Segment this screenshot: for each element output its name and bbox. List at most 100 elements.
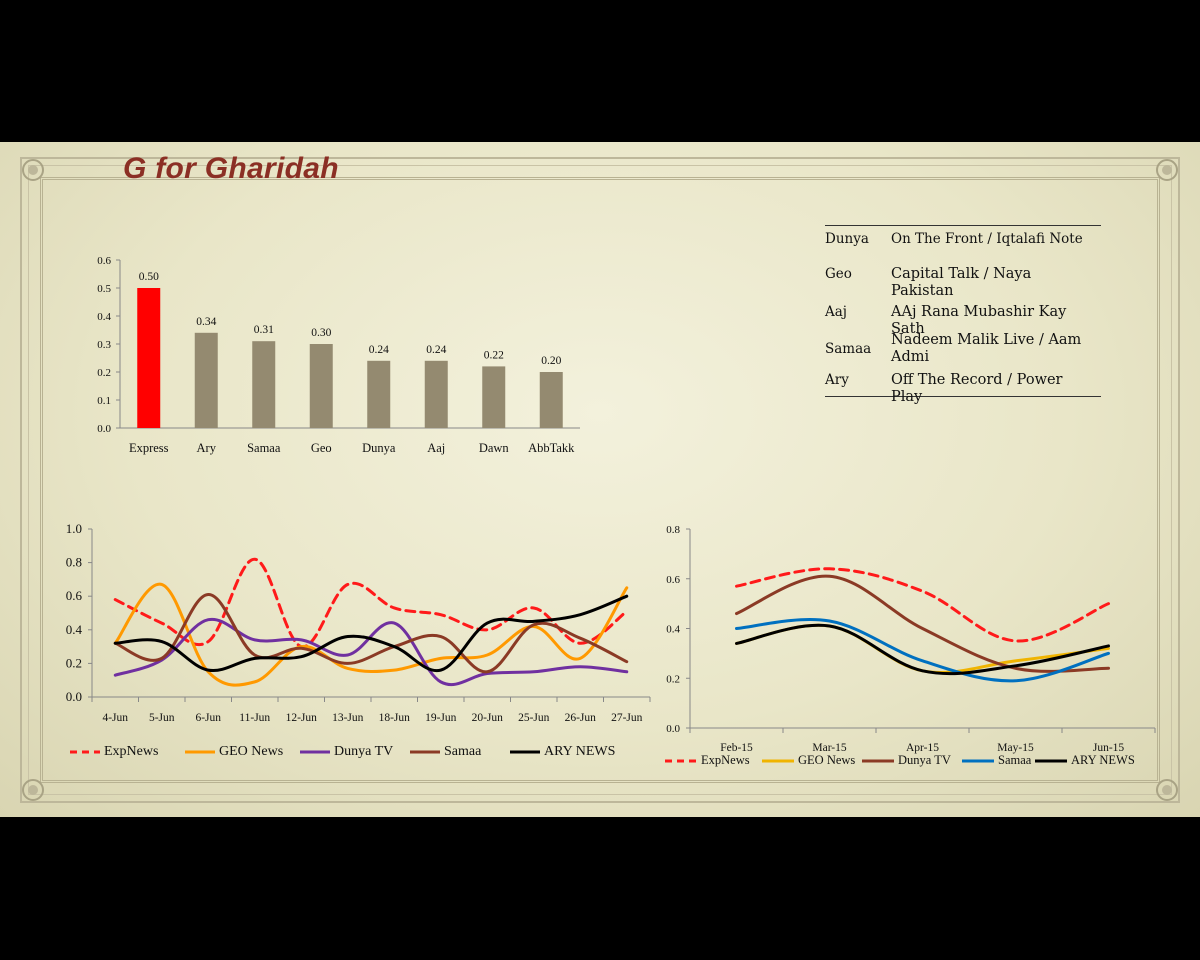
bar-value-label: 0.20 — [541, 355, 561, 367]
program-channel: Geo — [825, 266, 852, 282]
corner-ornament-bottom-right — [1156, 779, 1178, 801]
series-line-samaa — [735, 618, 1110, 683]
line-chart-y-tick-label: 0.8 — [66, 555, 82, 570]
legend-item-expnews: ExpNews — [665, 753, 750, 768]
bar-category-label: Dawn — [479, 441, 510, 455]
bar-category-label: Dunya — [362, 441, 396, 455]
line-chart-y-tick-label: 0.2 — [66, 655, 82, 670]
bar-y-tick-label: 0.0 — [97, 423, 111, 435]
bar-value-label: 0.24 — [426, 344, 446, 356]
bar-category-label: Geo — [311, 441, 332, 455]
legend-swatch — [185, 750, 215, 754]
program-show: Off The Record / Power Play — [891, 372, 1063, 405]
line-chart-x-label: 13-Jun — [332, 712, 364, 724]
line-chart-y-tick-label: 0.2 — [666, 673, 680, 685]
corner-ornament-bottom-left — [22, 779, 44, 801]
legend-swatch — [962, 759, 994, 763]
program-channel: Dunya — [825, 231, 869, 247]
legend-swatch — [762, 759, 794, 763]
line-chart-x-label: 25-Jun — [518, 712, 550, 724]
bar-ary — [194, 332, 218, 428]
line-chart-y-tick-label: 0.6 — [66, 588, 83, 603]
series-line-dunya-tv — [735, 574, 1110, 673]
line-chart-x-label: 5-Jun — [149, 712, 175, 724]
legend-label: GEO News — [219, 744, 284, 759]
bar-value-label: 0.34 — [196, 316, 216, 328]
legend-label: Samaa — [998, 753, 1032, 767]
daily-line-chart: 0.0 0.2 0.4 0.6 0.8 1.0 4-Jun 5-Jun 6-Jun 11-Jun 1… — [66, 521, 651, 724]
line-chart-x-label: 18-Jun — [379, 712, 411, 724]
line-chart-y-tick-label: 1.0 — [66, 521, 82, 536]
bar-geo — [309, 344, 333, 428]
bar-y-tick-label: 0.4 — [97, 311, 111, 323]
line-chart-x-label: Mar-15 — [812, 742, 847, 754]
line-chart-x-label: 26-Jun — [565, 712, 597, 724]
legend-label: Dunya TV — [334, 744, 394, 759]
series-line-expnews — [735, 567, 1110, 643]
line-chart-y-tick-label: 0.6 — [666, 574, 680, 586]
legend-label: Dunya TV — [898, 753, 951, 767]
series-line-dunya-tv — [113, 617, 629, 687]
legend-swatch — [70, 750, 100, 754]
monthly-line-chart: 0.0 0.2 0.4 0.6 0.8 Feb-15 Mar-15 Apr-15 May-15 J… — [666, 524, 1156, 754]
legend-swatch — [1035, 759, 1067, 763]
legend-item-expnews: ExpNews — [70, 744, 158, 760]
program-show: Nadeem Malik Live / Aam Admi — [891, 332, 1082, 365]
bar-y-tick-label: 0.3 — [97, 339, 111, 351]
legend-item-samaa: Samaa — [962, 753, 1031, 768]
bar-dunya — [367, 360, 391, 428]
bar-value-label: 0.24 — [369, 344, 389, 356]
bar-y-tick-label: 0.2 — [97, 367, 111, 379]
bar-value-label: 0.31 — [254, 324, 274, 336]
line-chart-x-label: Jun-15 — [1093, 742, 1125, 754]
bar-category-label: Samaa — [247, 441, 281, 455]
legend-item-ary-news: ARY NEWS — [510, 744, 615, 760]
line-chart-x-label: 4-Jun — [102, 712, 128, 724]
bar-category-label: Ary — [197, 441, 217, 455]
legend-swatch — [510, 750, 540, 754]
decorative-frame-middle — [28, 165, 1172, 795]
series-line-samaa — [113, 593, 629, 674]
program-channel: Aaj — [825, 304, 847, 320]
legend-item-ary-news: ARY NEWS — [1035, 753, 1135, 768]
line-chart-x-label: 19-Jun — [425, 712, 457, 724]
bar-value-label: 0.22 — [484, 349, 504, 361]
bar-samaa — [252, 341, 276, 428]
line-chart-x-label: May-15 — [997, 742, 1034, 754]
bar-dawn — [482, 366, 506, 428]
bar-category-label: AbbTakk — [528, 441, 575, 455]
bar-abbtakk — [539, 372, 563, 428]
bar-chart: 0.0 0.1 0.2 0.3 0.4 0.5 0.6 0.50 Express 0.34 Ary 0… — [97, 255, 580, 455]
series-line-expnews — [113, 557, 629, 649]
daily-chart-legend: ExpNews GEO News Dunya TV Samaa ARY NEWS — [70, 744, 650, 762]
program-show: Capital Talk / Naya Pakistan — [891, 266, 1032, 299]
bar-aaj — [424, 360, 448, 428]
program-channel: Samaa — [825, 341, 872, 357]
line-chart-x-label: Apr-15 — [906, 742, 939, 754]
legend-item-geo-news: GEO News — [185, 744, 283, 760]
corner-ornament-top-right — [1156, 159, 1178, 181]
bar-y-tick-label: 0.6 — [97, 255, 111, 267]
line-chart-y-tick-label: 0.0 — [66, 689, 82, 704]
corner-ornament-top-left — [22, 159, 44, 181]
series-line-geo-news — [113, 582, 629, 687]
line-chart-x-label: 20-Jun — [472, 712, 504, 724]
legend-label: ARY NEWS — [1071, 753, 1135, 767]
line-chart-x-label: 6-Jun — [195, 712, 221, 724]
program-channel: Ary — [825, 372, 849, 388]
series-line-ary-news — [735, 623, 1110, 676]
bar-value-label: 0.50 — [139, 271, 159, 283]
program-show: AAj Rana Mubashir Kay Sath — [891, 304, 1067, 337]
line-chart-y-tick-label: 0.0 — [666, 723, 680, 735]
bar-y-tick-label: 0.5 — [97, 283, 111, 295]
legend-item-geo-news: GEO News — [762, 753, 855, 768]
series-line-ary-news — [113, 594, 629, 673]
bar-express — [137, 288, 161, 428]
legend-label: ExpNews — [104, 744, 159, 759]
bar-y-tick-label: 0.1 — [97, 395, 111, 407]
decorative-frame-inner — [40, 177, 1160, 783]
program-table: Dunya On The Front / Iqtalafi Note Geo Capi… — [825, 225, 1101, 405]
line-chart-y-tick-label: 0.4 — [666, 624, 680, 636]
legend-label: ExpNews — [701, 753, 750, 767]
line-chart-x-label: 12-Jun — [286, 712, 318, 724]
